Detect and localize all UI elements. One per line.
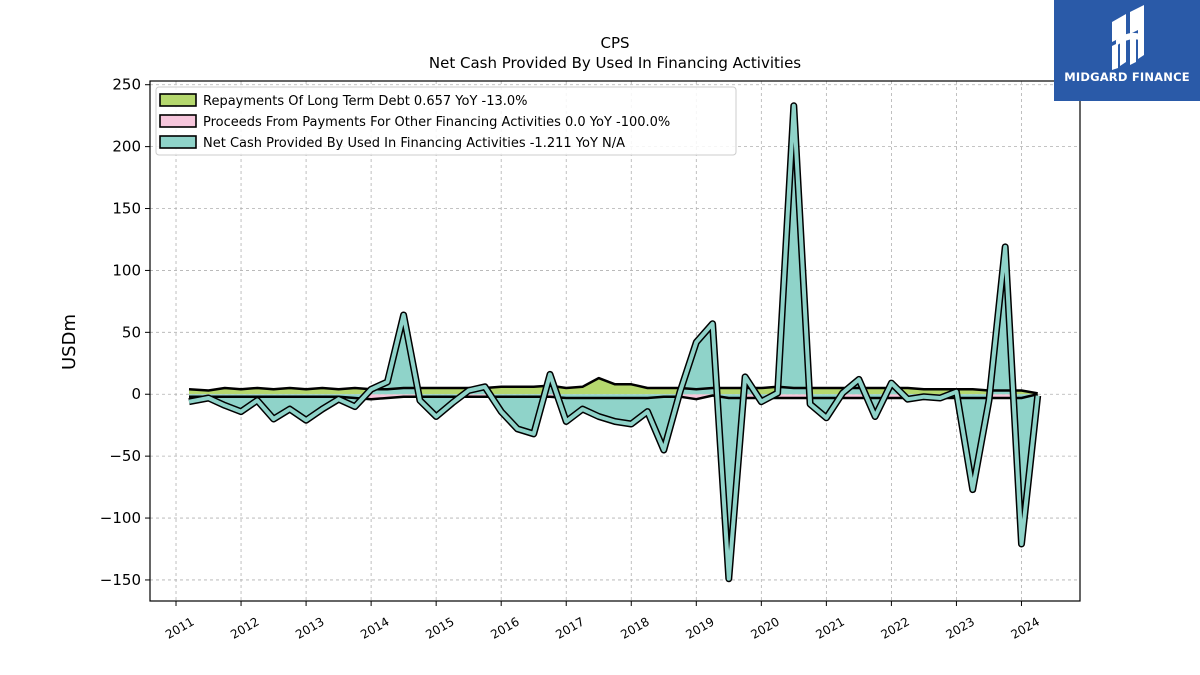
line-net-cash-provided-by-used-in-financing-activities bbox=[188, 103, 1040, 581]
legend: Repayments Of Long Term Debt 0.657 YoY -… bbox=[155, 86, 737, 156]
x-tick-label: 2017 bbox=[553, 614, 586, 641]
x-tick-label: 2022 bbox=[878, 614, 911, 641]
y-ticks: 250 200 150 100 50 0 −50 −100 −150 bbox=[100, 76, 150, 589]
x-tick-label: 2023 bbox=[943, 614, 976, 641]
legend-label: Repayments Of Long Term Debt 0.657 YoY -… bbox=[203, 94, 528, 109]
area-repayments-of-long-term-debt bbox=[189, 378, 1038, 395]
y-tick-label: −50 bbox=[109, 447, 141, 465]
y-tick-label: 150 bbox=[112, 200, 141, 218]
y-tick-label: 0 bbox=[131, 385, 141, 403]
x-tick-label: 2015 bbox=[423, 614, 456, 641]
x-tick-label: 2024 bbox=[1009, 614, 1042, 641]
chart-subtitle: Net Cash Provided By Used In Financing A… bbox=[429, 54, 801, 72]
x-tick-label: 2014 bbox=[358, 614, 391, 641]
legend-swatch bbox=[159, 135, 197, 149]
x-tick-label: 2016 bbox=[488, 614, 521, 641]
x-ticks: 2011 2012 2013 2014 2015 2016 2017 2018 2019 2020… bbox=[163, 601, 1042, 642]
area-net-cash-provided-by-used-in-financing-activities bbox=[189, 105, 1038, 579]
series-lines bbox=[188, 102, 1042, 583]
y-tick-label: −150 bbox=[100, 571, 141, 589]
series-areas bbox=[189, 105, 1038, 579]
y-tick-label: 200 bbox=[112, 138, 141, 156]
x-tick-label: 2011 bbox=[163, 614, 196, 641]
y-tick-label: 50 bbox=[122, 323, 141, 341]
legend-label: Net Cash Provided By Used In Financing A… bbox=[203, 136, 625, 151]
x-tick-label: 2018 bbox=[618, 614, 651, 641]
chart-title: CPS bbox=[600, 34, 629, 52]
midgard-logo-icon bbox=[1112, 5, 1144, 70]
x-tick-label: 2019 bbox=[683, 614, 716, 641]
line-outline-net-cash-provided-by-used-in-financing-activities bbox=[188, 102, 1042, 583]
legend-box bbox=[155, 86, 737, 156]
y-tick-label: −100 bbox=[100, 509, 141, 527]
y-tick-label: 250 bbox=[112, 76, 141, 94]
y-axis-label: USDm bbox=[59, 314, 80, 370]
x-tick-label: 2020 bbox=[748, 614, 781, 641]
legend-label: Proceeds From Payments For Other Financi… bbox=[203, 115, 670, 130]
brand-name: MIDGARD FINANCE bbox=[1064, 70, 1190, 84]
brand-logo: MIDGARD FINANCE bbox=[1054, 0, 1200, 101]
legend-swatch bbox=[159, 114, 197, 128]
x-tick-label: 2021 bbox=[813, 614, 846, 641]
grid bbox=[150, 81, 1080, 601]
x-tick-label: 2012 bbox=[228, 614, 261, 641]
plot-frame bbox=[149, 80, 1081, 602]
legend-swatch bbox=[159, 93, 197, 107]
line-proceeds-from-payments-for-other-financing-activities bbox=[189, 392, 1038, 401]
y-tick-label: 100 bbox=[112, 261, 141, 279]
x-tick-label: 2013 bbox=[293, 614, 326, 641]
